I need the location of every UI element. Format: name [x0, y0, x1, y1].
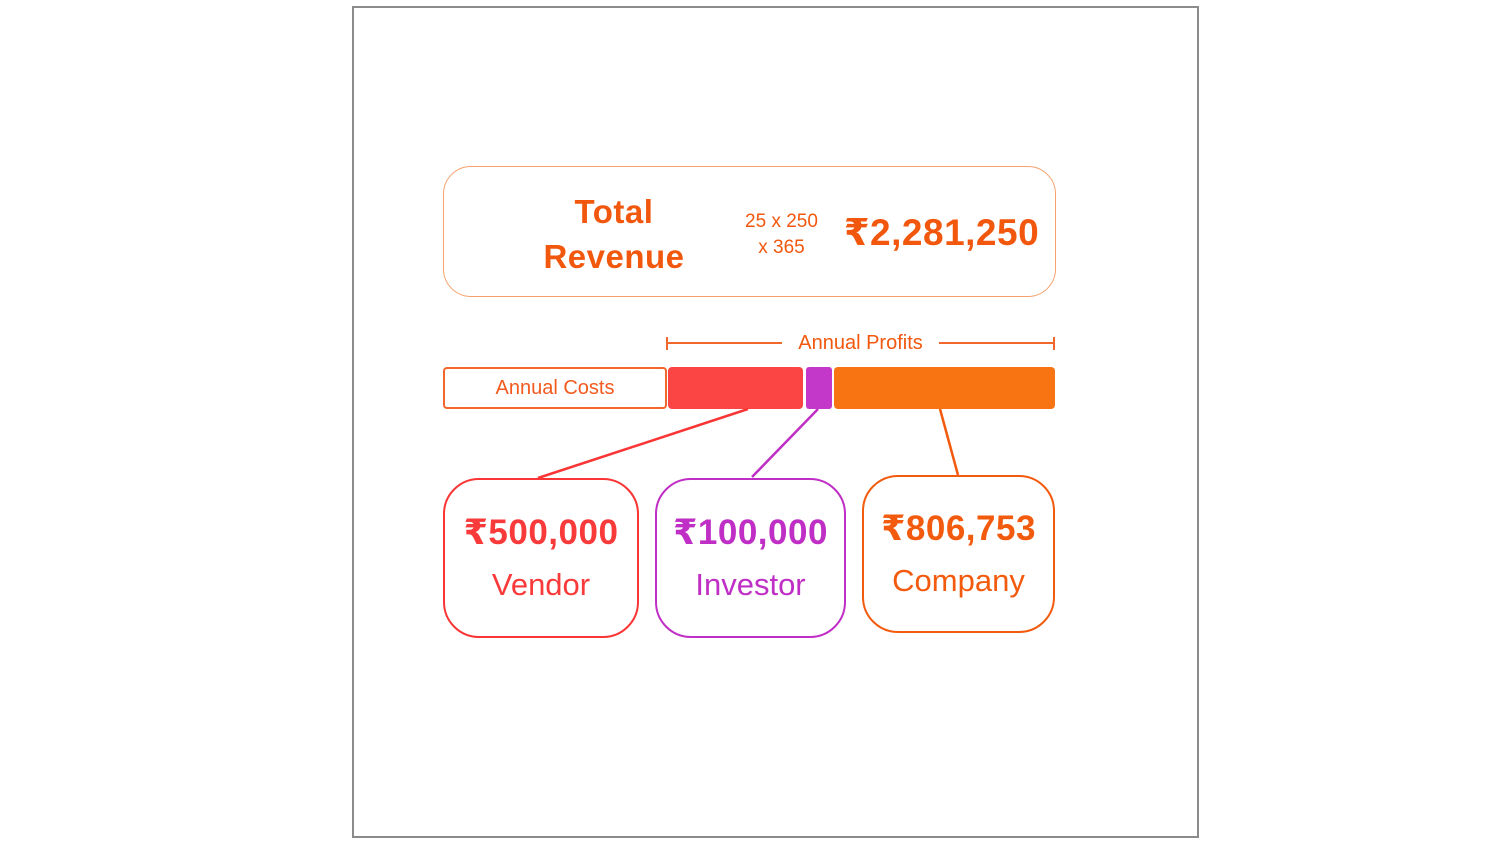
company-card: ₹806,753 Company: [862, 475, 1055, 633]
bar-segment-investor: [806, 367, 832, 409]
vendor-amount: ₹500,000: [463, 513, 619, 552]
total-revenue-title: Total Revenue: [499, 189, 729, 279]
bar-segment-vendor: [668, 367, 803, 409]
outer-frame: [352, 6, 1199, 838]
annual-costs-segment: Annual Costs: [443, 367, 667, 409]
bracket-right-line: [938, 342, 1054, 344]
total-revenue-title-line2: Revenue: [543, 238, 685, 275]
annual-profits-bracket: Annual Profits: [666, 331, 1056, 354]
bracket-left-tick: [666, 336, 668, 350]
bracket-left-line: [668, 342, 783, 344]
bracket-right-tick: [1053, 336, 1056, 350]
vendor-card: ₹500,000 Vendor: [443, 478, 639, 638]
revenue-formula: 25 x 250 x 365: [704, 209, 859, 261]
bar-segment-company: [834, 367, 1055, 409]
total-revenue-box: Total Revenue 25 x 250 x 365 ₹2,281,250: [443, 166, 1056, 297]
company-label: Company: [892, 563, 1025, 598]
company-amount: ₹806,753: [881, 509, 1036, 548]
total-revenue-amount: ₹2,281,250: [843, 212, 1040, 253]
revenue-formula-line2: x 365: [758, 237, 805, 258]
annual-costs-label: Annual Costs: [495, 376, 615, 399]
investor-label: Investor: [695, 567, 806, 602]
investor-card: ₹100,000 Investor: [655, 478, 846, 638]
annual-profits-label: Annual Profits: [798, 331, 923, 354]
investor-amount: ₹100,000: [673, 513, 828, 552]
revenue-formula-line1: 25 x 250: [745, 211, 818, 232]
vendor-label: Vendor: [491, 567, 591, 602]
total-revenue-title-line1: Total: [574, 193, 654, 230]
